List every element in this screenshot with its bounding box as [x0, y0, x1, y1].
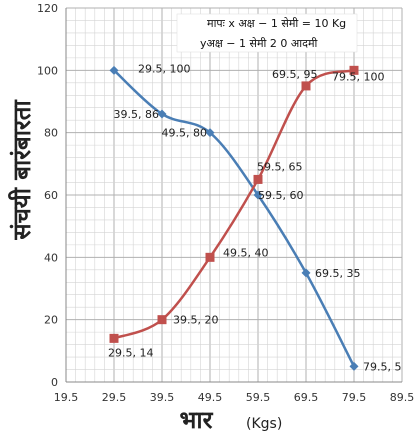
y-tick-label: 20 [44, 314, 58, 327]
data-point-diamond [157, 109, 167, 119]
data-label: 39.5, 20 [173, 314, 218, 327]
data-point-square [205, 252, 215, 262]
data-label: 69.5, 35 [315, 267, 360, 280]
data-point-square [301, 81, 311, 91]
data-label: 69.5, 95 [272, 68, 317, 81]
data-point-diamond [205, 128, 215, 138]
chart-series [109, 65, 359, 371]
x-axis-ticks: 19.5 29.5 39.5 49.5 59.5 69.5 79.5 89.5 [54, 391, 415, 404]
y-tick-label: 40 [44, 251, 58, 264]
data-point-diamond [349, 361, 359, 371]
x-axis-unit: (Kgs) [246, 416, 282, 432]
data-label: 59.5, 60 [258, 189, 303, 202]
data-label: 79.5, 100 [332, 70, 384, 83]
y-tick-label: 80 [44, 127, 58, 140]
chart-grid [65, 7, 403, 383]
data-label: 29.5, 14 [108, 346, 153, 359]
y-axis-ticks: 0 20 40 60 80 100 120 [37, 2, 58, 389]
x-tick-label: 39.5 [150, 391, 175, 404]
data-point-square [253, 174, 263, 184]
data-label: 59.5, 65 [257, 160, 302, 173]
scale-note-box [176, 13, 358, 53]
y-tick-label: 0 [51, 376, 58, 389]
data-label: 49.5, 40 [223, 246, 268, 259]
x-tick-label: 19.5 [54, 391, 79, 404]
y-axis-label: संचयी बारंबारता [8, 100, 36, 241]
x-axis-label: भार [180, 406, 214, 434]
data-label: 49.5, 80 [162, 127, 207, 140]
data-point-diamond [109, 65, 119, 75]
y-tick-label: 100 [37, 64, 58, 77]
x-tick-label: 79.5 [342, 391, 367, 404]
y-tick-label: 120 [37, 2, 58, 15]
data-point-square [109, 333, 119, 343]
chart-axes [65, 8, 402, 383]
y-tick-label: 60 [44, 189, 58, 202]
data-point-diamond [301, 268, 311, 278]
data-point-square [349, 65, 359, 75]
x-tick-label: 59.5 [246, 391, 271, 404]
scale-note-y: yअक्ष − 1 सेमी 2 0 आदमी [200, 37, 318, 50]
x-tick-label: 69.5 [294, 391, 319, 404]
data-point-square [157, 315, 167, 325]
x-tick-label: 89.5 [390, 391, 415, 404]
x-tick-label: 49.5 [198, 391, 223, 404]
data-label: 39.5, 86 [114, 108, 159, 121]
scale-note-x: मापः x अक्ष − 1 सेमी = 10 Kg [207, 17, 346, 30]
data-label: 79.5, 5 [363, 360, 401, 373]
data-label: 29.5, 100 [138, 62, 190, 75]
data-point-diamond [253, 190, 263, 200]
series-line-0 [113, 69, 356, 367]
x-tick-label: 29.5 [102, 391, 127, 404]
